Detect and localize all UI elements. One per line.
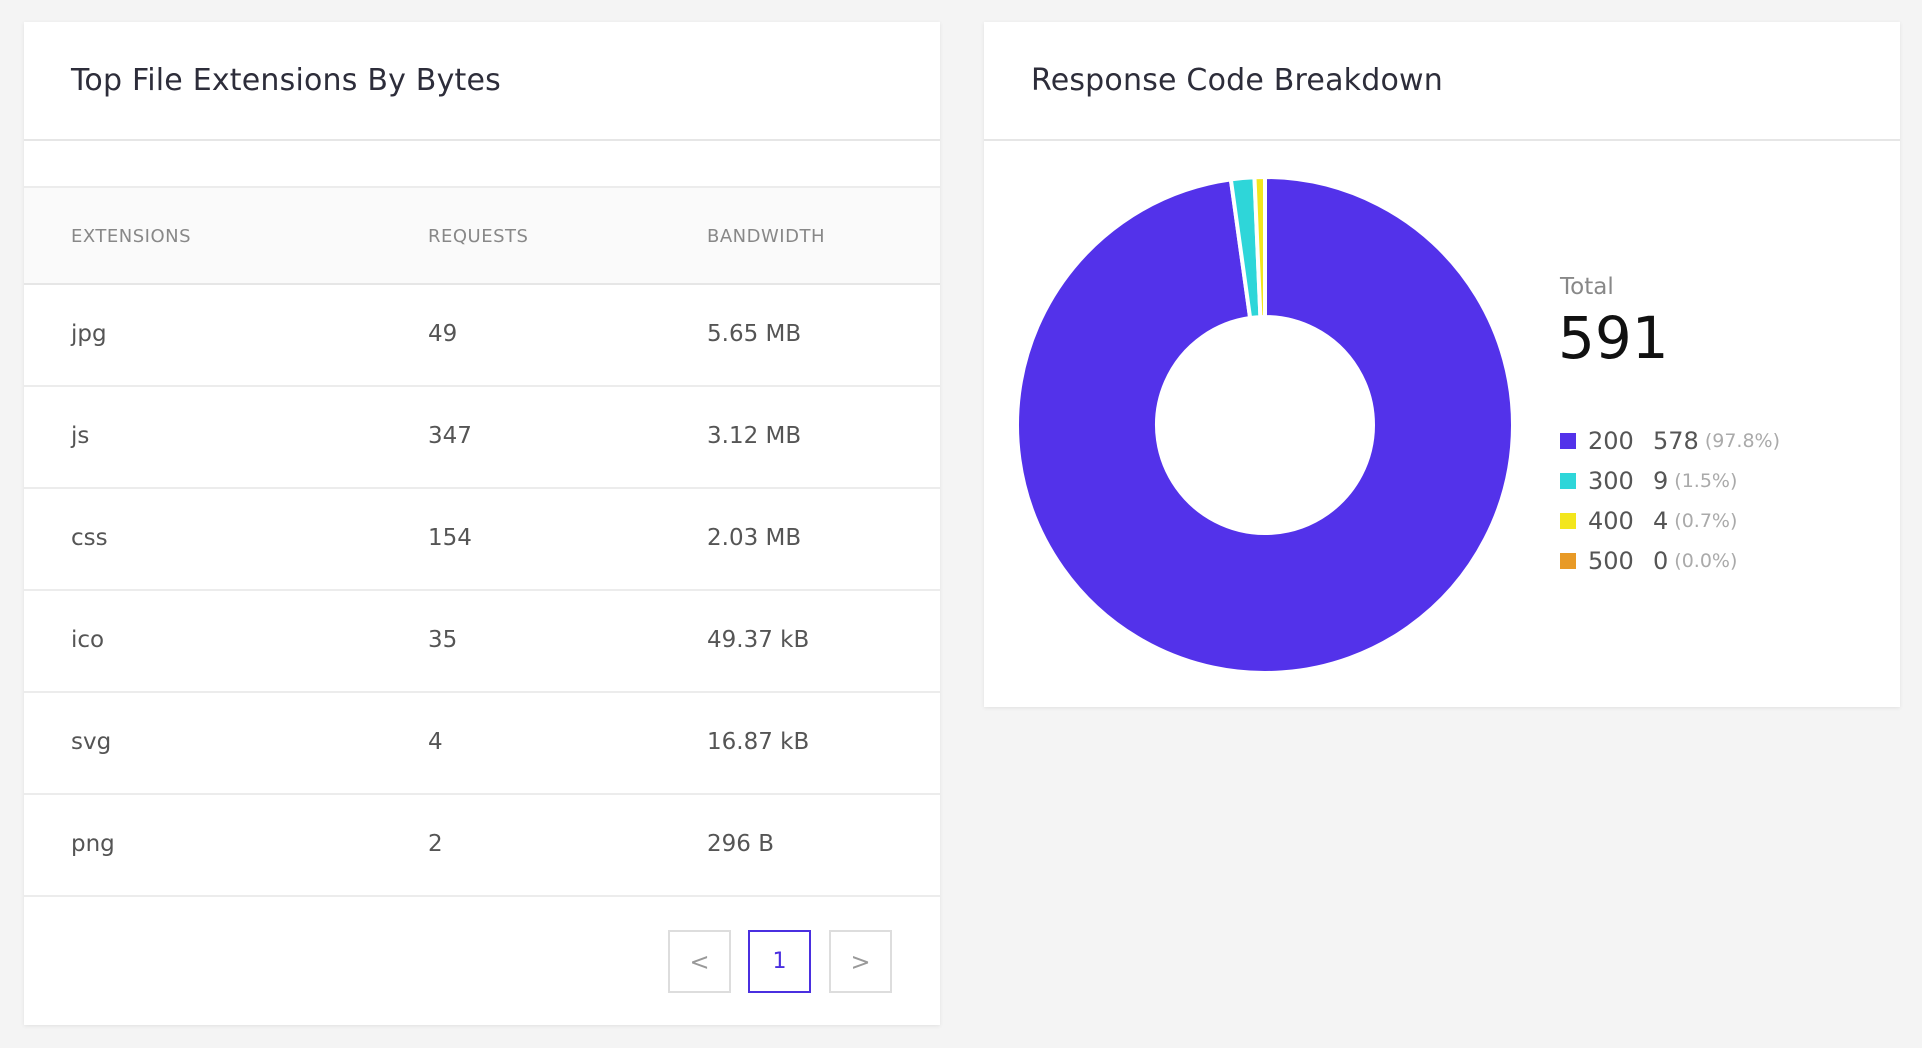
legend-code: 500: [1588, 547, 1634, 575]
table-row: png 2 296 B: [24, 795, 940, 897]
table-row: jpg 49 5.65 MB: [24, 285, 940, 387]
table-row: ico 35 49.37 kB: [24, 591, 940, 693]
ext-cell: jpg: [71, 321, 107, 347]
requests-cell: 347: [428, 423, 472, 449]
requests-cell: 154: [428, 525, 472, 551]
legend-code: 400: [1588, 507, 1634, 535]
ext-cell: ico: [71, 627, 105, 653]
card-title: Top File Extensions By Bytes: [71, 63, 501, 98]
table-row: svg 4 16.87 kB: [24, 693, 940, 795]
ext-cell: png: [71, 831, 115, 857]
legend-code: 300: [1588, 467, 1634, 495]
legend-percent: (97.8%): [1704, 430, 1780, 452]
page-1-button[interactable]: 1: [748, 930, 811, 993]
bandwidth-cell: 3.12 MB: [707, 423, 802, 449]
legend-swatch: [1560, 513, 1576, 529]
legend-item: 300 9 (1.5%): [1560, 466, 1737, 496]
total-label: Total: [1560, 274, 1614, 300]
donut-slice-200[interactable]: [1015, 174, 1515, 675]
extensions-card: Top File Extensions By Bytes EXTENSIONS …: [24, 22, 940, 1025]
legend-code: 200: [1588, 427, 1634, 455]
card-title: Response Code Breakdown: [1031, 63, 1443, 98]
donut-slice-400[interactable]: [1252, 174, 1267, 320]
col-requests: REQUESTS: [428, 226, 529, 247]
legend-count: 0: [1653, 547, 1669, 575]
table-row: css 154 2.03 MB: [24, 489, 940, 591]
ext-cell: js: [71, 423, 90, 449]
legend-swatch: [1560, 553, 1576, 569]
ext-cell: css: [71, 525, 108, 551]
legend-count: 9: [1653, 467, 1669, 495]
requests-cell: 2: [428, 831, 443, 857]
legend-swatch: [1560, 473, 1576, 489]
bandwidth-cell: 49.37 kB: [707, 627, 810, 653]
table-row: js 347 3.12 MB: [24, 387, 940, 489]
legend-item: 200 578 (97.8%): [1560, 426, 1780, 456]
requests-cell: 4: [428, 729, 443, 755]
bandwidth-cell: 5.65 MB: [707, 321, 802, 347]
legend-item: 400 4 (0.7%): [1560, 506, 1737, 536]
legend-count: 4: [1653, 507, 1669, 535]
requests-cell: 49: [428, 321, 458, 347]
response-code-card: Response Code Breakdown Total 591 200 578…: [984, 22, 1900, 707]
legend-count: 578: [1653, 427, 1699, 455]
legend-percent: (0.7%): [1674, 510, 1738, 532]
total-value: 591: [1558, 304, 1669, 372]
donut-chart: [1015, 174, 1515, 675]
ext-cell: svg: [71, 729, 112, 755]
table-header: EXTENSIONS REQUESTS BANDWIDTH: [24, 188, 940, 285]
col-extensions: EXTENSIONS: [71, 226, 192, 247]
requests-cell: 35: [428, 627, 458, 653]
bandwidth-cell: 296 B: [707, 831, 774, 857]
prev-page-button[interactable]: <: [668, 930, 731, 993]
legend-percent: (0.0%): [1674, 550, 1738, 572]
bandwidth-cell: 16.87 kB: [707, 729, 810, 755]
next-page-button[interactable]: >: [829, 930, 892, 993]
col-bandwidth: BANDWIDTH: [707, 226, 825, 247]
legend-percent: (1.5%): [1674, 470, 1738, 492]
legend-swatch: [1560, 433, 1576, 449]
legend-item: 500 0 (0.0%): [1560, 546, 1737, 576]
bandwidth-cell: 2.03 MB: [707, 525, 802, 551]
